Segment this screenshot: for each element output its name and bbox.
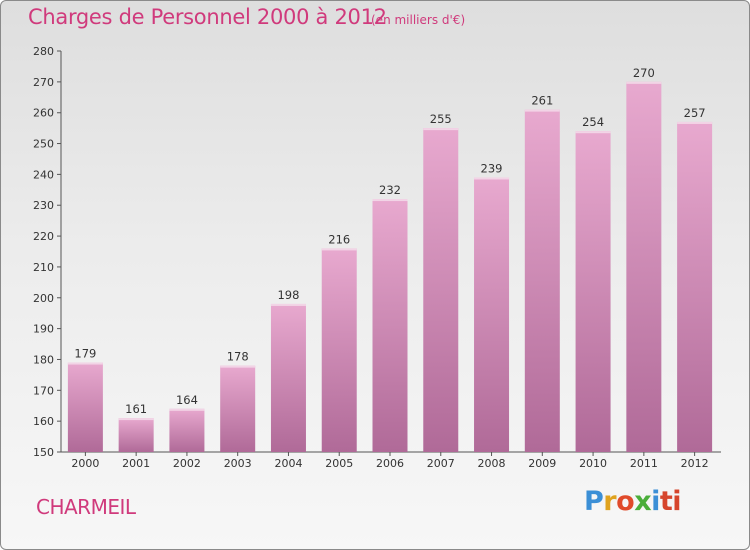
bar-top-highlight xyxy=(626,81,662,84)
x-tick-label: 2011 xyxy=(630,457,658,470)
y-tick-label: 240 xyxy=(33,168,54,181)
x-tick-label: 2006 xyxy=(376,457,404,470)
bar-top-highlight xyxy=(677,121,713,124)
x-tick-label: 2000 xyxy=(71,457,99,470)
bar-top-highlight xyxy=(423,128,459,131)
proxiti-logo: Proxiti xyxy=(584,486,682,517)
bar-top-highlight xyxy=(321,248,357,251)
bar xyxy=(67,362,103,452)
y-tick-label: 200 xyxy=(33,292,54,305)
bar xyxy=(423,128,459,452)
bar-value-label: 161 xyxy=(125,402,147,416)
bar-top-highlight xyxy=(524,109,560,112)
bar xyxy=(169,408,205,452)
bar-top-highlight xyxy=(474,177,510,180)
bar-top-highlight xyxy=(220,365,256,368)
x-tick-label: 2004 xyxy=(274,457,302,470)
bar-top-highlight xyxy=(575,131,611,134)
bar xyxy=(321,248,357,452)
bar-value-label: 255 xyxy=(430,112,452,126)
y-tick-label: 210 xyxy=(33,261,54,274)
bar xyxy=(626,81,662,452)
bar-value-label: 261 xyxy=(531,94,553,108)
y-tick-label: 160 xyxy=(33,415,54,428)
bar-value-label: 254 xyxy=(582,115,604,129)
y-tick-label: 220 xyxy=(33,230,54,243)
y-tick-label: 250 xyxy=(33,138,54,151)
x-tick-label: 2007 xyxy=(427,457,455,470)
bar xyxy=(270,303,306,452)
y-tick-label: 230 xyxy=(33,199,54,212)
y-tick-label: 170 xyxy=(33,384,54,397)
bar-value-label: 198 xyxy=(277,288,299,302)
y-tick-label: 180 xyxy=(33,353,54,366)
bar xyxy=(575,131,611,452)
x-tick-label: 2009 xyxy=(528,457,556,470)
bar-top-highlight xyxy=(169,408,205,411)
y-tick-label: 190 xyxy=(33,323,54,336)
bar-value-label: 257 xyxy=(684,106,706,120)
y-tick-label: 150 xyxy=(33,446,54,459)
y-tick-label: 270 xyxy=(33,76,54,89)
x-tick-label: 2001 xyxy=(122,457,150,470)
chart-subtitle: (en milliers d'€) xyxy=(371,13,466,27)
x-tick-label: 2002 xyxy=(173,457,201,470)
bar xyxy=(524,109,560,452)
bar-value-label: 270 xyxy=(633,66,655,80)
x-tick-label: 2003 xyxy=(224,457,252,470)
bar-value-label: 178 xyxy=(227,350,249,364)
y-tick-label: 280 xyxy=(33,45,54,58)
bar xyxy=(474,177,510,452)
bar xyxy=(118,418,154,452)
bar-top-highlight xyxy=(372,199,408,202)
x-tick-label: 2012 xyxy=(681,457,709,470)
bar xyxy=(372,199,408,452)
bar-value-label: 239 xyxy=(481,161,503,175)
commune-name: CHARMEIL xyxy=(36,495,136,519)
bar-top-highlight xyxy=(270,303,306,306)
bar-value-label: 216 xyxy=(328,232,350,246)
bar-value-label: 232 xyxy=(379,183,401,197)
bar-top-highlight xyxy=(67,362,103,365)
chart-title: Charges de Personnel 2000 à 2012 xyxy=(28,5,387,29)
bar-top-highlight xyxy=(118,418,154,421)
x-tick-label: 2008 xyxy=(478,457,506,470)
x-tick-label: 2010 xyxy=(579,457,607,470)
bar xyxy=(220,365,256,452)
y-tick-label: 260 xyxy=(33,107,54,120)
x-tick-label: 2005 xyxy=(325,457,353,470)
bar-value-label: 164 xyxy=(176,393,198,407)
bar xyxy=(677,121,713,452)
bar-value-label: 179 xyxy=(74,347,96,361)
